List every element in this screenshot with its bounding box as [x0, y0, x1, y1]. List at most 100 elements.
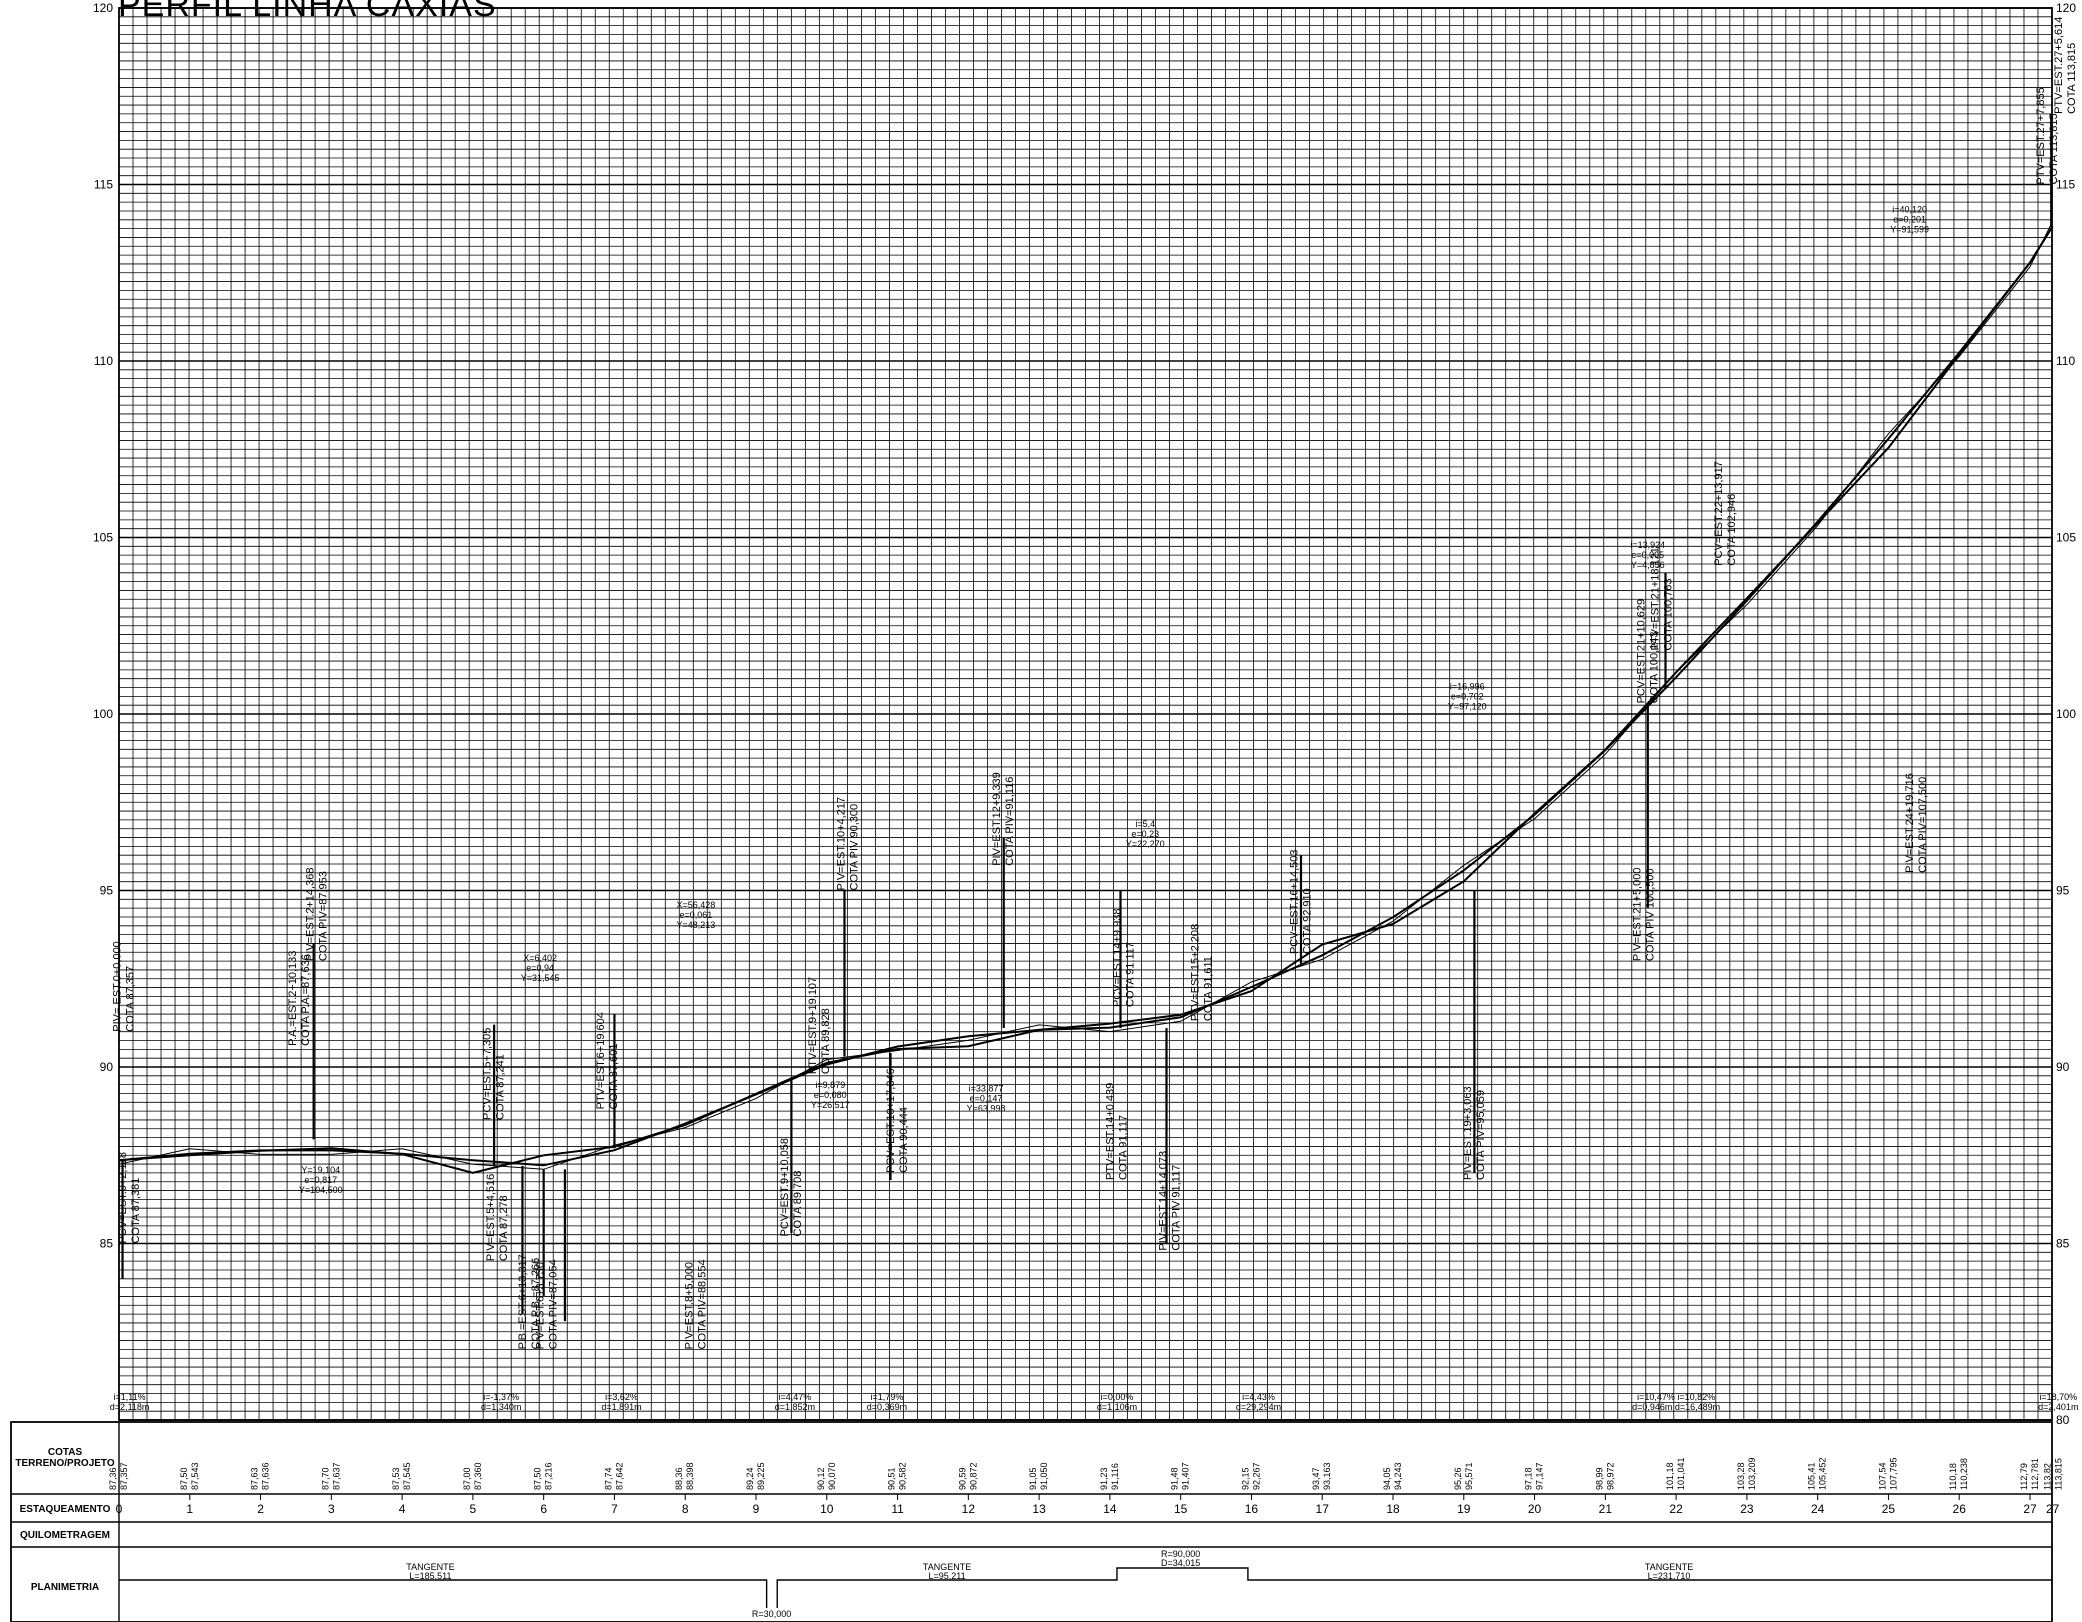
station-label: 20 [1528, 1502, 1542, 1516]
cota-terreno-value: 87,53 [391, 1467, 401, 1490]
cota-projeto-value: 110,238 [1959, 1458, 1969, 1490]
vertical-annotation-label: PTV=EST.14+0,439 [1104, 1083, 1116, 1180]
planimetria-alignment-line [119, 1567, 2052, 1608]
curve-parameter-label: e=0,201 [1893, 215, 1926, 225]
cota-projeto-value: 95,571 [1464, 1462, 1474, 1490]
cota-terreno-value: 93,47 [1311, 1467, 1321, 1490]
curve-parameter-label: Y=31,545 [521, 973, 560, 983]
cota-projeto-value: 92,267 [1251, 1462, 1261, 1490]
y-tick-label-right: 110 [2056, 354, 2075, 368]
curve-parameter-label: i=40,120 [1892, 205, 1927, 215]
slope-label: i=-1,37% [483, 1392, 519, 1402]
slope-label: i=0,00% [1101, 1392, 1134, 1402]
vertical-annotation-cota: COTA P.B.=87,266 [530, 1258, 542, 1350]
vertical-annotation-cota: COTA PIV 90,300 [848, 804, 860, 891]
vertical-annotation-cota: COTA P.A.=87,636 [300, 954, 312, 1046]
curve-parameter-label: Y=26,517 [811, 1100, 850, 1110]
cota-terreno-value: 98,99 [1594, 1467, 1604, 1490]
vertical-annotation-cota: COTA 91,117 [1117, 1115, 1129, 1180]
curve-parameter-label: e=0,94 [526, 963, 554, 973]
vertical-annotation-label: PTV=EST.27+7,855 [2035, 87, 2047, 184]
planimetria-sublabel: L=95,211 [929, 1571, 966, 1581]
cota-terreno-value: 87,50 [179, 1467, 189, 1490]
y-tick-label-right: 120 [2056, 1, 2076, 15]
vertical-annotation-cota: COTA 91,117 [1125, 942, 1137, 1007]
y-tick-label-left: 115 [94, 178, 113, 192]
y-tick-label-left: 85 [100, 1237, 114, 1251]
cota-projeto-value: 91,116 [1110, 1463, 1120, 1490]
station-label: 4 [399, 1502, 406, 1516]
vertical-annotation-cota: COTA 100,143 [1648, 631, 1660, 703]
station-label: 12 [962, 1502, 976, 1516]
curve-parameter-label: Y=4,856 [1631, 560, 1665, 570]
y-tick-label-left: 105 [93, 531, 113, 545]
cota-terreno-value: 87,36 [108, 1467, 118, 1490]
y-tick-label-left: 110 [94, 354, 113, 368]
cota-projeto-value: 113,815 [2054, 1458, 2064, 1490]
slope-label: i=1,79% [871, 1392, 904, 1402]
planimetria-label: TANGENTE [923, 1562, 971, 1572]
slope-distance-label: d=1,891m [601, 1402, 641, 1412]
vertical-annotation-label: PIV=EST.8+5,000 [683, 1262, 695, 1349]
vertical-annotation-cota: COTA 92,910 [1301, 888, 1313, 954]
station-label: 7 [611, 1502, 618, 1516]
vertical-annotation-cota: COTA PIV 91,117 [1171, 1165, 1183, 1251]
slope-label: i=18,70% [2039, 1392, 2077, 1402]
cota-terreno-value: 88,36 [674, 1467, 684, 1490]
slope-distance-label: d=0,946m d=16,489m [1632, 1402, 1720, 1412]
vertical-annotation-cota: COTA PIV=87,054 [548, 1259, 560, 1349]
station-label: 23 [1740, 1502, 1754, 1516]
planimetria-label: R=30,000 [752, 1609, 791, 1619]
vertical-annotation-cota: COTA PIV=88,554 [696, 1259, 708, 1349]
vertical-annotation-label: PCV=EST.14+9,938 [1112, 909, 1124, 1007]
curve-parameter-label: i=5,4 [1135, 819, 1155, 829]
curve-parameter-label: e=0,147 [970, 1094, 1003, 1104]
curve-parameter-label: i=16,996 [1450, 681, 1485, 691]
cota-projeto-value: 90,582 [898, 1462, 908, 1490]
cota-terreno-value: 110,18 [1948, 1463, 1958, 1490]
cota-terreno-value: 91,05 [1028, 1467, 1038, 1490]
slope-distance-label: d=1,340m [481, 1402, 521, 1412]
vertical-annotation-label: PTV=EST.9+19,107 [807, 977, 819, 1074]
vertical-annotation-label: PIV= EST.0+0,000 [111, 941, 123, 1032]
vertical-annotation-cota: COTA 87,241 [495, 1054, 507, 1120]
cota-projeto-value: 87,216 [544, 1462, 554, 1490]
slope-distance-label: d=1,106m [1097, 1402, 1137, 1412]
cota-projeto-value: 91,407 [1181, 1462, 1191, 1490]
cota-terreno-value: 87,50 [533, 1467, 543, 1490]
planimetria-label: TANGENTE [406, 1562, 454, 1572]
profile-table [10, 1421, 2053, 1622]
vertical-annotation-label: PIV=EST.14+14,073 [1158, 1151, 1170, 1251]
cota-projeto-value: 90,070 [827, 1462, 837, 1490]
curve-parameter-label: e=0,702 [1451, 691, 1484, 701]
grid [118, 7, 2053, 1421]
vertical-annotation-label: PCV=EST.0+2,118 [117, 1152, 129, 1244]
y-tick-label-left: 100 [93, 707, 113, 721]
y-tick-label-right: 95 [2056, 884, 2070, 898]
slope-label: i=4,47% [779, 1392, 812, 1402]
cota-projeto-value: 107,795 [1888, 1457, 1898, 1490]
vertical-annotation-label: PTV=EST.27+5,614 [2053, 17, 2065, 114]
station-label: 0 [116, 1502, 123, 1516]
station-label: 18 [1386, 1502, 1400, 1516]
cota-projeto-value: 98,972 [1605, 1462, 1615, 1490]
cota-terreno-value: 91,23 [1099, 1467, 1109, 1490]
curve-parameter-label: i=33,877 [969, 1084, 1004, 1094]
y-tick-label-right: 80 [2056, 1413, 2070, 1427]
vertical-annotation-cota: COTA PIV=95,059 [1475, 1090, 1487, 1180]
vertical-annotation-label: PIV=EST.6+3,730 [535, 1262, 547, 1349]
station-label: 2 [257, 1502, 264, 1516]
cota-projeto-value: 87,636 [261, 1462, 271, 1490]
cota-projeto-value: 87,357 [119, 1462, 129, 1490]
y-tick-label-right: 100 [2056, 707, 2076, 721]
station-label: 15 [1174, 1502, 1188, 1516]
curve-parameter-label: e=0,061 [679, 910, 712, 920]
vertical-annotation-label: PCV=EST.21+10,629 [1635, 599, 1647, 704]
curve-parameter-label: i=9,879 [815, 1080, 845, 1090]
station-label: 14 [1103, 1502, 1117, 1516]
vertical-annotation-label: PIV=EST.5+4,516 [485, 1174, 497, 1261]
cota-terreno-value: 87,00 [462, 1467, 472, 1490]
vertical-annotation-label: PTV=EST.15+2,208 [1189, 924, 1201, 1021]
planimetria-sublabel: L=185,511 [409, 1571, 451, 1581]
cota-projeto-value: 88,398 [685, 1462, 695, 1490]
